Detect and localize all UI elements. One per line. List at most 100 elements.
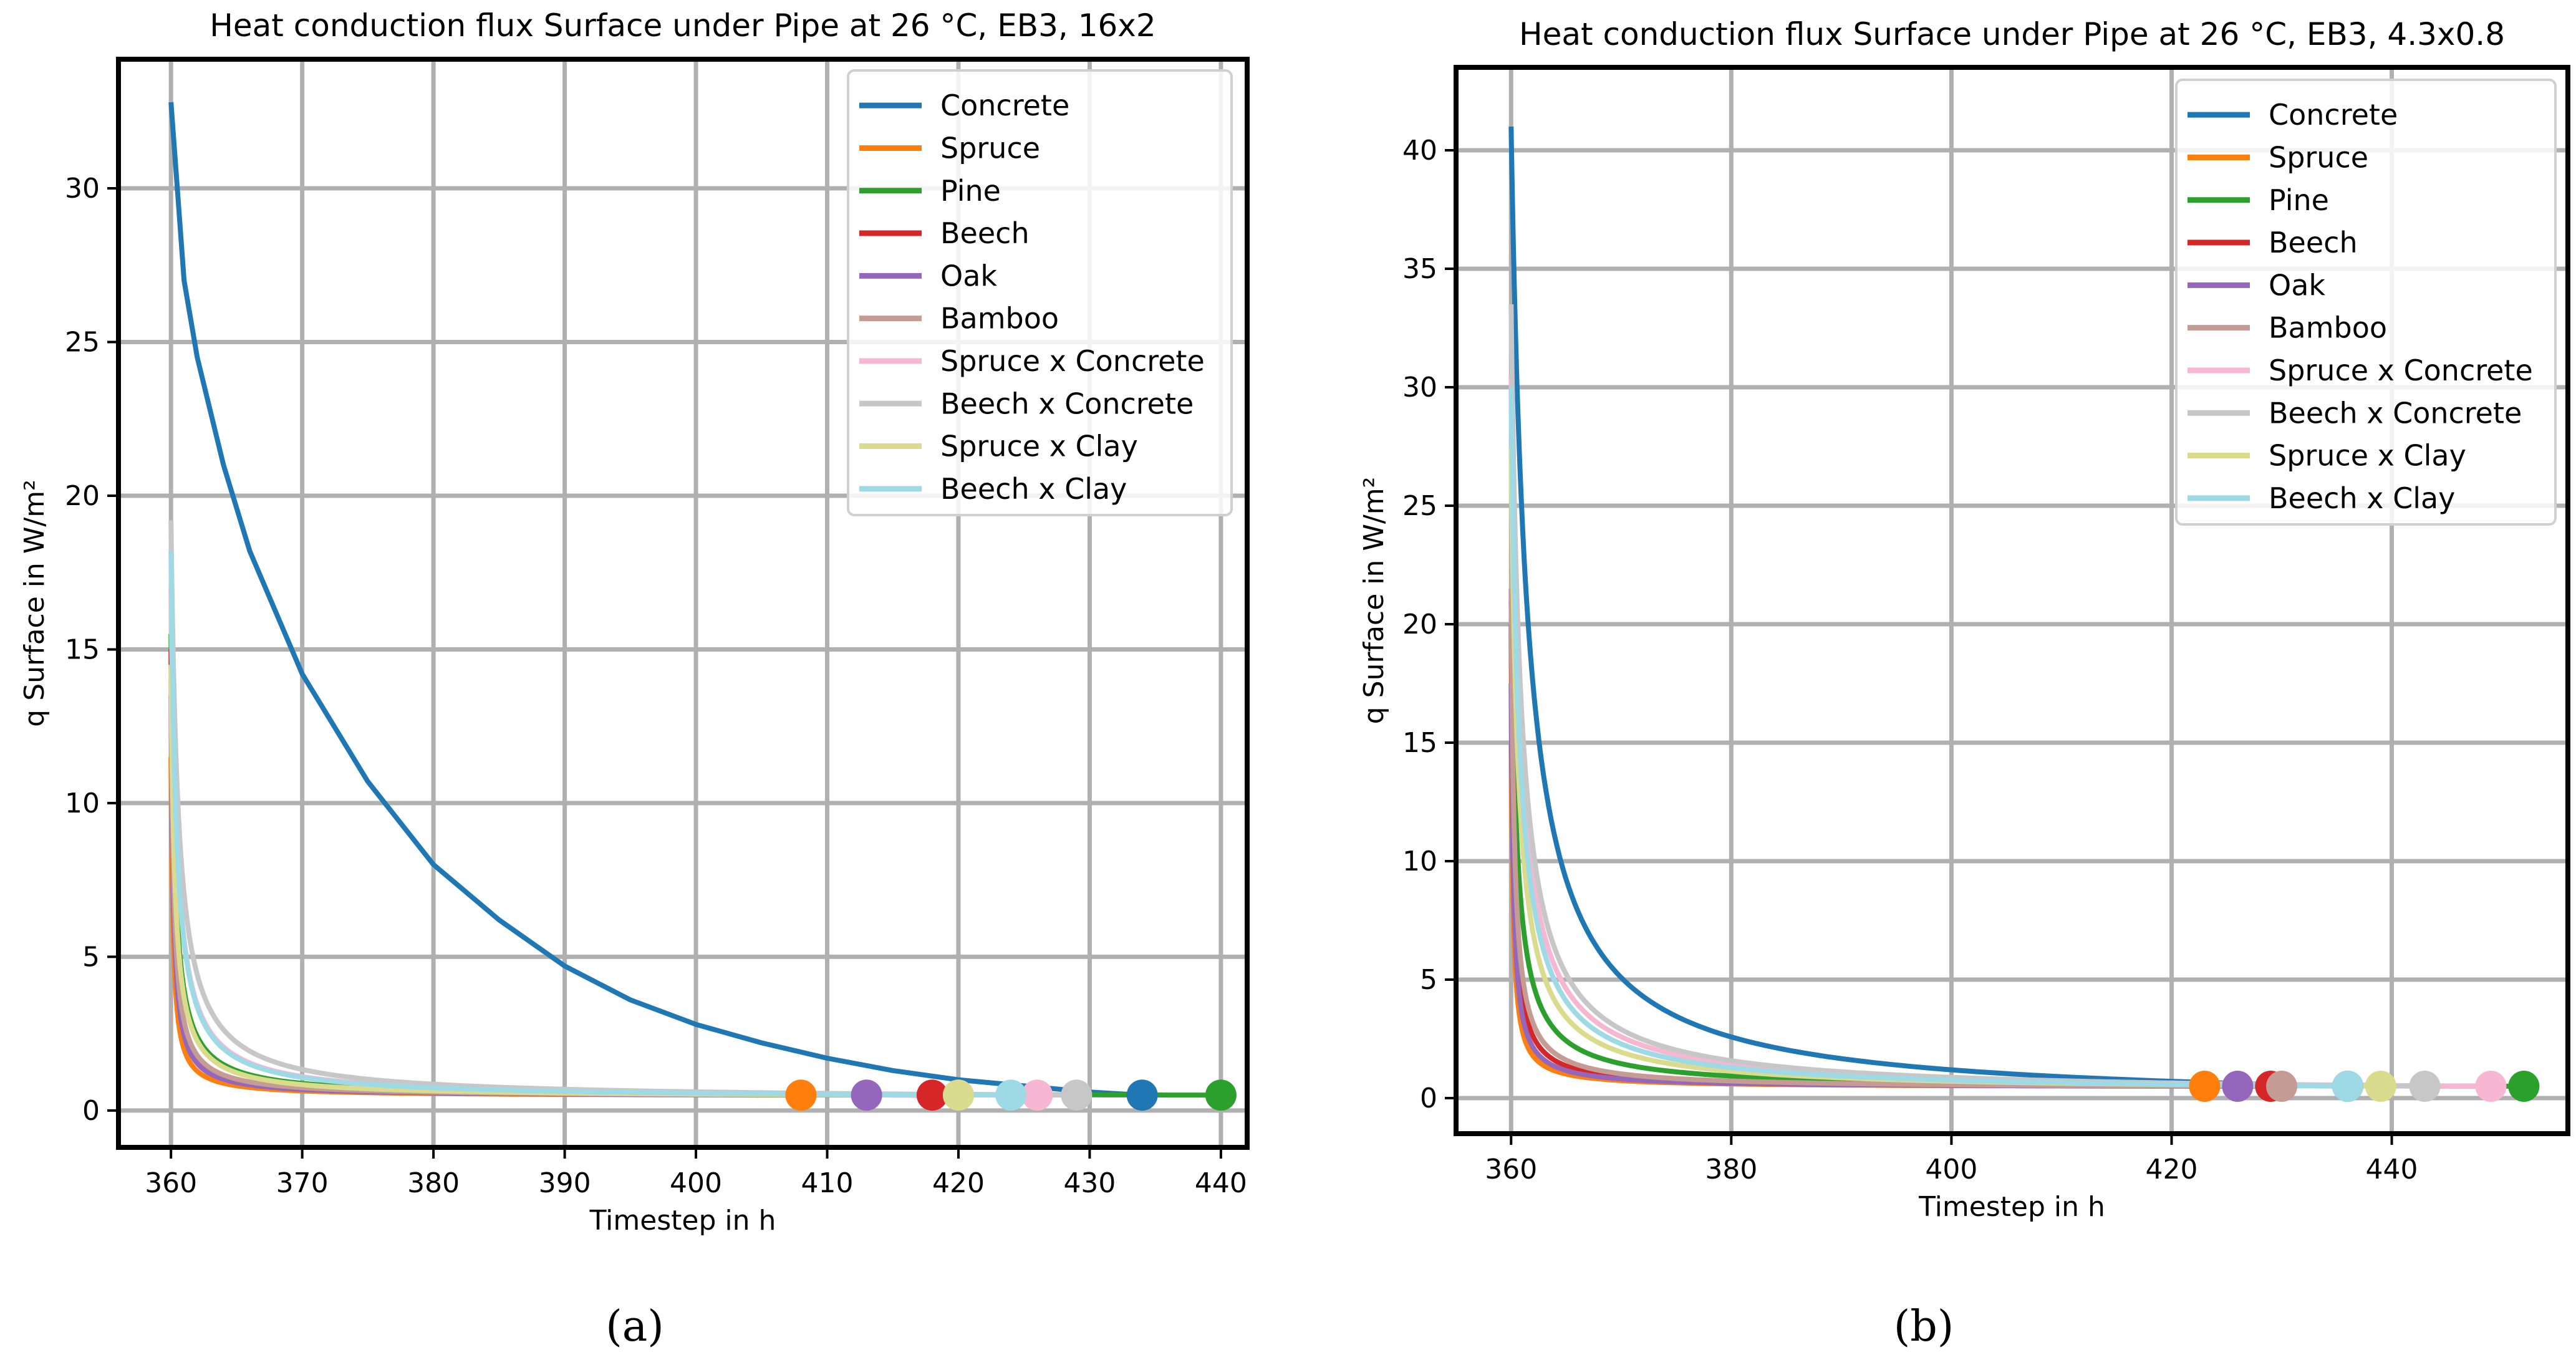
y-tick-label-0: 0: [1420, 1083, 1437, 1114]
x-tick-label-400: 400: [670, 1167, 722, 1199]
end-marker-beech: [916, 1079, 948, 1111]
series-lines: [168, 102, 1221, 1098]
end-marker-spruce-x-clay: [2365, 1071, 2396, 1102]
series-line-pine: [1508, 600, 2524, 1089]
legend-label-beech-x-concrete: Beech x Concrete: [940, 387, 1194, 420]
x-tick-label-440: 440: [2366, 1154, 2418, 1185]
series-line-beech-x-clay: [168, 551, 1011, 1098]
end-marker-spruce-x-clay: [942, 1079, 974, 1111]
panel-caption: (a): [605, 1302, 664, 1351]
legend-label-concrete: Concrete: [2269, 98, 2398, 132]
end-markers: [2189, 1071, 2540, 1102]
x-tick-label-380: 380: [1705, 1154, 1757, 1185]
y-tick-label-15: 15: [65, 634, 100, 665]
x-tick-label-380: 380: [407, 1167, 460, 1199]
end-marker-spruce-x-concrete: [2475, 1071, 2507, 1102]
series-line-spruce: [168, 756, 801, 1098]
x-tick-label-420: 420: [932, 1167, 985, 1199]
series-line-spruce-x-clay: [1508, 446, 2381, 1089]
x-tick-label-390: 390: [539, 1167, 591, 1199]
legend-label-bamboo: Bamboo: [2269, 311, 2387, 345]
legend: Concrete Spruce Pine Beech Oak Bamboo Spruce x…: [847, 69, 1233, 516]
y-axis-label: q Surface in W/m²: [19, 480, 51, 726]
x-tick-label-420: 420: [2145, 1154, 2197, 1185]
x-axis-label: Timestep in h: [1918, 1191, 2105, 1223]
legend-label-beech: Beech: [940, 216, 1030, 250]
y-axis-ticks: 0 5 10 15 20 25 30: [65, 173, 118, 1127]
legend-label-spruce-x-concrete: Spruce x Concrete: [2269, 354, 2533, 387]
x-tick-label-410: 410: [801, 1167, 854, 1199]
series-line-beech: [168, 649, 932, 1098]
end-markers: [785, 1079, 1237, 1111]
legend-label-beech-x-clay: Beech x Clay: [2269, 481, 2455, 515]
y-tick-label-30: 30: [65, 173, 100, 205]
series-line-beech-x-concrete: [168, 520, 1077, 1098]
x-tick-label-360: 360: [145, 1167, 197, 1199]
legend-label-oak: Oak: [940, 259, 997, 292]
x-tick-label-360: 360: [1485, 1154, 1537, 1185]
legend: Concrete Spruce Pine Beech Oak Bamboo Spruce x…: [2175, 79, 2557, 526]
legend-label-beech-x-clay: Beech x Clay: [940, 472, 1127, 506]
y-tick-label-25: 25: [65, 327, 100, 359]
legend-label-spruce: Spruce: [940, 131, 1040, 165]
y-tick-label-10: 10: [65, 788, 100, 819]
legend-label-spruce-x-clay: Spruce x Clay: [2269, 439, 2466, 473]
end-marker-spruce-x-concrete: [1021, 1079, 1053, 1111]
end-marker-beech-x-clay: [2332, 1071, 2363, 1102]
y-tick-label-20: 20: [65, 480, 100, 512]
end-marker-pine: [1205, 1079, 1237, 1111]
end-marker-oak: [2222, 1071, 2254, 1102]
series-line-oak: [168, 695, 867, 1098]
legend-label-oak: Oak: [2269, 268, 2325, 302]
y-tick-label-5: 5: [82, 941, 100, 973]
chart-panel-b: Heat conduction flux Surface under Pipe …: [1358, 16, 2570, 1351]
end-marker-beech-x-concrete: [1061, 1079, 1093, 1111]
end-marker-pine: [2508, 1071, 2540, 1102]
series-line-bamboo: [1508, 588, 2282, 1089]
y-tick-label-0: 0: [82, 1095, 100, 1127]
legend-label-spruce: Spruce: [2269, 140, 2368, 174]
end-marker-bamboo: [2266, 1071, 2298, 1102]
end-marker-spruce: [2189, 1071, 2221, 1102]
y-tick-label-20: 20: [1402, 609, 1437, 640]
x-tick-label-370: 370: [276, 1167, 329, 1199]
plot-frame: [1454, 65, 2570, 1136]
chart-title: Heat conduction flux Surface under Pipe …: [1519, 16, 2505, 52]
panel-caption: (b): [1894, 1302, 1954, 1351]
y-axis-label: q Surface in W/m²: [1358, 477, 1390, 724]
y-tick-label-40: 40: [1402, 135, 1437, 166]
y-tick-label-30: 30: [1402, 372, 1437, 403]
end-marker-beech-x-clay: [995, 1079, 1027, 1111]
legend-label-spruce-x-clay: Spruce x Clay: [940, 430, 1138, 463]
x-tick-label-430: 430: [1063, 1167, 1116, 1199]
legend-label-concrete: Concrete: [940, 89, 1069, 122]
legend-label-pine: Pine: [940, 174, 1001, 208]
x-tick-label-400: 400: [1925, 1154, 1977, 1185]
legend-box: [847, 69, 1233, 516]
legend-label-beech: Beech: [2269, 226, 2358, 259]
x-axis-label: Timestep in h: [589, 1205, 776, 1237]
end-marker-concrete: [1126, 1079, 1158, 1111]
plot-frame: [116, 57, 1250, 1150]
y-tick-label-15: 15: [1402, 727, 1437, 759]
x-tick-label-440: 440: [1195, 1167, 1247, 1199]
x-axis-ticks: 360 380 400 420 440: [1485, 1134, 2418, 1185]
end-marker-spruce: [785, 1079, 817, 1111]
y-tick-label-35: 35: [1402, 253, 1437, 285]
chart-panel-a: Heat conduction flux Surface under Pipe …: [19, 7, 1250, 1351]
legend-label-beech-x-concrete: Beech x Concrete: [2269, 396, 2522, 430]
legend-label-pine: Pine: [2269, 183, 2329, 217]
end-marker-beech-x-concrete: [2409, 1071, 2441, 1102]
y-tick-label-25: 25: [1402, 490, 1437, 522]
end-marker-oak: [851, 1079, 882, 1111]
legend-label-bamboo: Bamboo: [940, 302, 1059, 335]
y-axis-ticks: 0 5 10 15 20 25 30 35 40: [1402, 135, 1456, 1114]
legend-box: [2175, 79, 2557, 526]
chart-title: Heat conduction flux Surface under Pipe …: [210, 7, 1155, 44]
x-axis-ticks: 360 370 380 390 400 410 420 430 440: [145, 1147, 1247, 1199]
series-line-beech-x-clay: [1508, 387, 2348, 1089]
series-line-beech: [1508, 624, 2271, 1089]
legend-label-spruce-x-concrete: Spruce x Concrete: [940, 344, 1205, 378]
y-tick-label-10: 10: [1402, 846, 1437, 877]
